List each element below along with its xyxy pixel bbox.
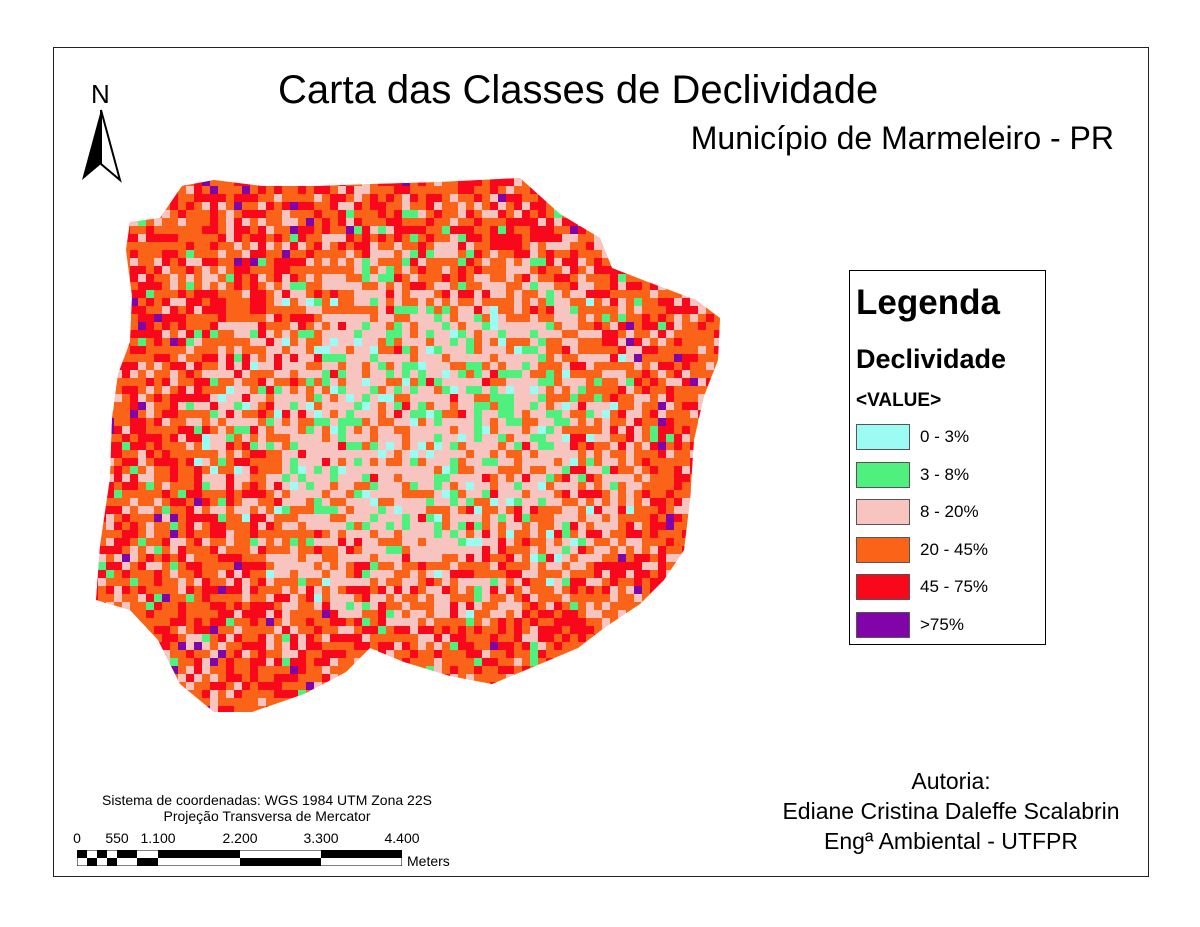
coordinate-system: Sistema de coordenadas: WGS 1984 UTM Zon… bbox=[102, 792, 432, 808]
coordinate-info: Sistema de coordenadas: WGS 1984 UTM Zon… bbox=[62, 792, 472, 824]
scale-tick-label: 550 bbox=[105, 830, 129, 846]
scale-unit: Meters bbox=[407, 853, 450, 869]
legend-swatch bbox=[856, 574, 910, 600]
legend-box: Legenda Declividade <VALUE> 0 - 3% 3 - 8… bbox=[849, 270, 1046, 645]
scale-tick-label: 0 bbox=[73, 830, 81, 846]
authorship-block: Autoria: Ediane Cristina Daleffe Scalabr… bbox=[760, 766, 1142, 856]
legend-field-name: <VALUE> bbox=[856, 390, 942, 411]
legend-item-label: 20 - 45% bbox=[920, 539, 989, 559]
legend-item-label: 8 - 20% bbox=[920, 502, 979, 521]
scale-tick-label: 3.300 bbox=[303, 830, 339, 846]
author-role: Engª Ambiental - UTFPR bbox=[824, 828, 1078, 854]
map-title: Carta das Classes de Declividade bbox=[278, 68, 879, 112]
legend-swatch bbox=[856, 536, 910, 563]
north-arrow-icon bbox=[82, 109, 122, 183]
legend-item-label: 0 - 3% bbox=[920, 427, 970, 446]
scale-tick-label: 1.100 bbox=[140, 830, 176, 846]
authorship-heading: Autoria: bbox=[911, 768, 991, 794]
scale-bar bbox=[77, 850, 402, 866]
projection: Projeção Transversa de Mercator bbox=[163, 808, 371, 824]
scale-tick-label: 2.200 bbox=[222, 830, 258, 846]
north-label: N bbox=[91, 79, 110, 109]
legend-swatch bbox=[856, 461, 910, 488]
legend-swatch bbox=[856, 499, 910, 525]
legend-swatch bbox=[856, 424, 910, 450]
map-subtitle: Município de Marmeleiro - PR bbox=[690, 120, 1114, 156]
slope-raster bbox=[96, 178, 720, 712]
legend-item-label: >75% bbox=[920, 614, 964, 634]
legend-heading: Legenda bbox=[856, 283, 1000, 322]
author-name: Ediane Cristina Daleffe Scalabrin bbox=[782, 798, 1120, 824]
legend-item-label: 45 - 75% bbox=[920, 577, 989, 596]
map-frame bbox=[53, 47, 1149, 877]
legend-item-label: 3 - 8% bbox=[920, 464, 970, 484]
legend-layer-name: Declividade bbox=[856, 344, 1007, 374]
legend-swatch bbox=[856, 611, 910, 638]
scale-tick-label: 4.400 bbox=[384, 830, 420, 846]
